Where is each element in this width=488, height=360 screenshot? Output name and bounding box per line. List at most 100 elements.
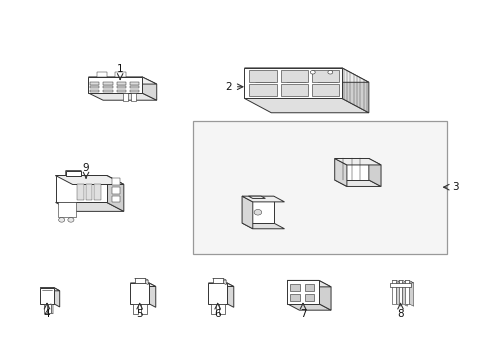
Circle shape: [59, 218, 64, 222]
Polygon shape: [149, 283, 156, 307]
Bar: [58, 202, 76, 217]
Polygon shape: [212, 278, 226, 280]
Polygon shape: [226, 283, 233, 307]
Bar: [112, 187, 120, 194]
Circle shape: [327, 71, 332, 74]
Polygon shape: [398, 280, 407, 283]
Circle shape: [254, 210, 261, 215]
Polygon shape: [408, 280, 413, 306]
Text: 3: 3: [451, 182, 457, 192]
Polygon shape: [144, 278, 148, 285]
Bar: [115, 72, 126, 77]
Bar: [398, 280, 402, 304]
Polygon shape: [88, 77, 142, 93]
Polygon shape: [54, 288, 60, 307]
Bar: [90, 86, 99, 89]
Bar: [44, 304, 47, 312]
Circle shape: [68, 218, 74, 222]
Text: 6: 6: [214, 309, 221, 319]
Polygon shape: [244, 68, 368, 82]
Polygon shape: [251, 75, 275, 77]
Bar: [210, 304, 216, 314]
Bar: [134, 278, 144, 283]
Polygon shape: [130, 283, 149, 304]
Bar: [212, 278, 223, 283]
Polygon shape: [334, 158, 368, 180]
Polygon shape: [51, 304, 53, 314]
Polygon shape: [208, 283, 226, 304]
Text: 8: 8: [396, 309, 403, 319]
Bar: [94, 184, 101, 200]
Polygon shape: [40, 288, 60, 291]
Polygon shape: [283, 80, 306, 82]
Bar: [112, 196, 120, 202]
Bar: [112, 179, 120, 185]
Polygon shape: [88, 93, 157, 100]
Polygon shape: [248, 196, 265, 198]
Bar: [391, 280, 395, 304]
Polygon shape: [286, 280, 318, 304]
Polygon shape: [56, 176, 123, 184]
Polygon shape: [106, 176, 123, 211]
Polygon shape: [286, 304, 330, 310]
Bar: [116, 90, 126, 92]
Bar: [130, 90, 139, 92]
Text: 7: 7: [299, 309, 305, 319]
Polygon shape: [341, 68, 368, 113]
Polygon shape: [244, 68, 341, 98]
Polygon shape: [318, 280, 330, 310]
Polygon shape: [130, 283, 156, 287]
Bar: [280, 84, 307, 96]
Polygon shape: [242, 223, 284, 229]
Bar: [85, 184, 92, 200]
Polygon shape: [242, 196, 284, 202]
Polygon shape: [244, 98, 368, 113]
Polygon shape: [66, 171, 81, 176]
Bar: [404, 280, 408, 304]
Polygon shape: [391, 280, 400, 283]
Bar: [116, 86, 126, 89]
Bar: [130, 86, 139, 89]
Bar: [48, 304, 51, 312]
Bar: [77, 184, 83, 200]
Polygon shape: [56, 176, 106, 202]
Bar: [141, 304, 146, 314]
Bar: [249, 70, 276, 82]
Bar: [96, 72, 107, 77]
Polygon shape: [402, 280, 407, 306]
Polygon shape: [286, 280, 330, 287]
Bar: [90, 82, 99, 85]
Polygon shape: [395, 280, 400, 306]
Bar: [103, 82, 112, 85]
Polygon shape: [334, 180, 380, 186]
Bar: [290, 284, 299, 291]
Bar: [123, 93, 127, 101]
Bar: [103, 90, 112, 92]
Polygon shape: [334, 158, 380, 165]
Bar: [116, 82, 126, 85]
Polygon shape: [251, 80, 275, 82]
Bar: [280, 70, 307, 82]
Polygon shape: [314, 75, 337, 77]
Polygon shape: [142, 77, 157, 100]
Polygon shape: [314, 80, 337, 82]
Text: 2: 2: [225, 82, 232, 92]
Bar: [389, 283, 410, 287]
Polygon shape: [56, 202, 123, 211]
Polygon shape: [223, 278, 226, 285]
Bar: [290, 294, 299, 301]
Polygon shape: [88, 77, 157, 84]
Bar: [132, 304, 138, 314]
Polygon shape: [40, 288, 54, 304]
Bar: [304, 284, 313, 291]
Text: 9: 9: [82, 163, 89, 173]
Bar: [311, 84, 338, 96]
Bar: [304, 294, 313, 301]
Polygon shape: [242, 196, 273, 223]
Polygon shape: [283, 75, 306, 77]
Polygon shape: [208, 283, 233, 287]
Polygon shape: [47, 304, 49, 314]
Text: 5: 5: [136, 309, 142, 319]
Circle shape: [310, 71, 315, 74]
Polygon shape: [368, 158, 380, 186]
